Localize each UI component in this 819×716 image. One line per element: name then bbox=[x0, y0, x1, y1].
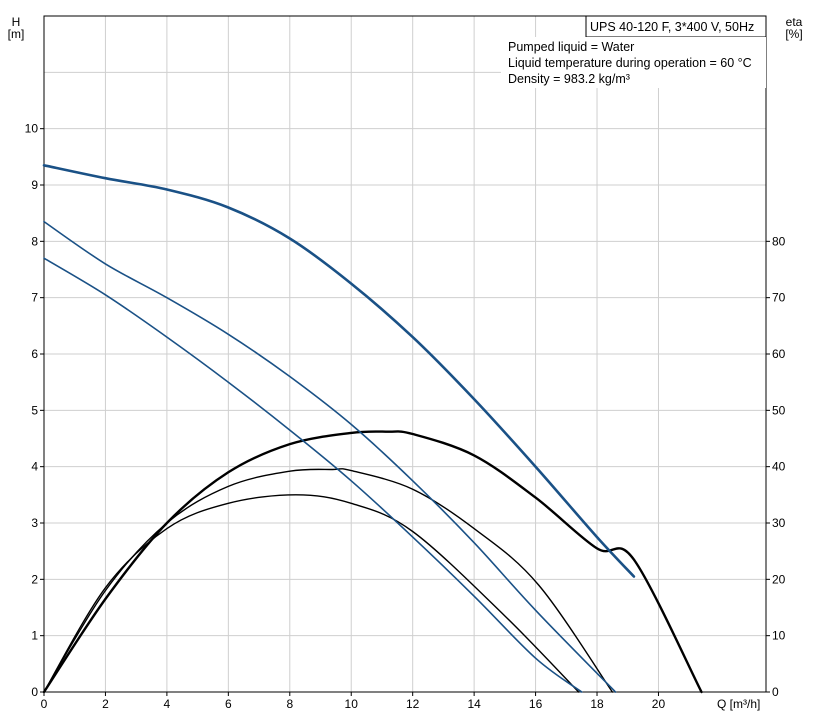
left-axis-label: H bbox=[12, 15, 21, 29]
efficiency-curves bbox=[42, 430, 703, 694]
right-axis-label: eta bbox=[786, 15, 803, 29]
efficiency-curve-1 bbox=[42, 430, 703, 694]
left-tick-label: 10 bbox=[25, 122, 39, 136]
x-tick-label: 10 bbox=[345, 697, 359, 711]
left-tick-label: 7 bbox=[31, 291, 38, 305]
info-line-liquid: Pumped liquid = Water bbox=[508, 40, 634, 54]
right-tick-label: 20 bbox=[772, 572, 786, 586]
right-tick-label: 0 bbox=[772, 685, 779, 699]
head-curve-3 bbox=[43, 257, 583, 693]
left-tick-label: 4 bbox=[31, 460, 38, 474]
left-tick-label: 8 bbox=[31, 234, 38, 248]
left-tick-label: 6 bbox=[31, 347, 38, 361]
x-tick-label: 0 bbox=[41, 697, 48, 711]
x-tick-label: 12 bbox=[406, 697, 420, 711]
info-line-temperature: Liquid temperature during operation = 60… bbox=[508, 56, 752, 70]
x-tick-label: 14 bbox=[467, 697, 481, 711]
head-curve-2 bbox=[43, 220, 617, 693]
right-tick-label: 30 bbox=[772, 516, 786, 530]
x-tick-label: 6 bbox=[225, 697, 232, 711]
x-tick-label: 16 bbox=[529, 697, 543, 711]
right-tick-label: 10 bbox=[772, 629, 786, 643]
right-tick-label: 70 bbox=[772, 291, 786, 305]
head-curve-1 bbox=[42, 164, 636, 578]
right-tick-label: 50 bbox=[772, 403, 786, 417]
efficiency-curve-3 bbox=[43, 494, 580, 693]
x-tick-label: 8 bbox=[286, 697, 293, 711]
info-box bbox=[501, 37, 766, 88]
x-tick-label: 4 bbox=[164, 697, 171, 711]
left-tick-label: 9 bbox=[31, 178, 38, 192]
right-tick-label: 60 bbox=[772, 347, 786, 361]
right-axis-unit: [%] bbox=[785, 27, 802, 41]
info-line-density: Density = 983.2 kg/m³ bbox=[508, 72, 630, 86]
x-tick-label: 20 bbox=[652, 697, 666, 711]
right-tick-label: 80 bbox=[772, 234, 786, 248]
x-tick-label: 2 bbox=[102, 697, 109, 711]
head-curves bbox=[42, 164, 636, 693]
left-tick-label: 3 bbox=[31, 516, 38, 530]
x-tick-label: 18 bbox=[590, 697, 604, 711]
chart-title: UPS 40-120 F, 3*400 V, 50Hz bbox=[590, 20, 754, 34]
x-axis-label: Q [m³/h] bbox=[717, 697, 760, 711]
right-tick-label: 40 bbox=[772, 460, 786, 474]
left-tick-label: 1 bbox=[31, 629, 38, 643]
left-tick-label: 2 bbox=[31, 572, 38, 586]
left-tick-label: 0 bbox=[31, 685, 38, 699]
left-axis-unit: [m] bbox=[8, 27, 25, 41]
axis-ticks: 0 2 4 6 8 10 12 14 16 18 2001234567891001020304050… bbox=[25, 122, 786, 711]
left-tick-label: 5 bbox=[31, 403, 38, 417]
